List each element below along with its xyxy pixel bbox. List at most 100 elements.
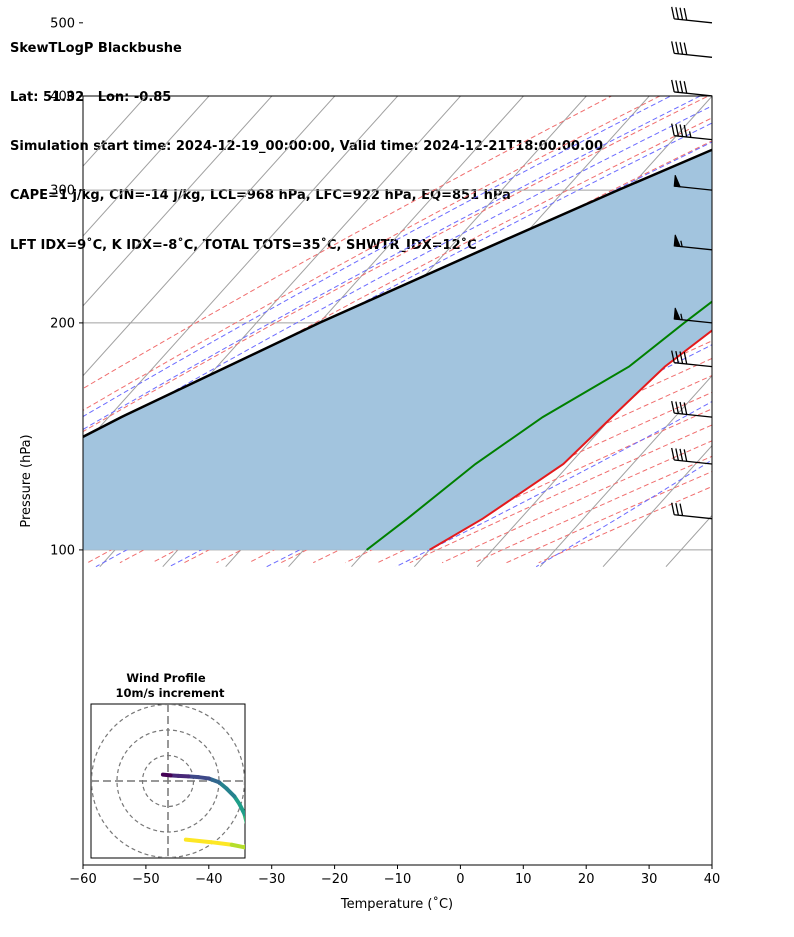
y-axis-label: Pressure (hPa): [19, 434, 34, 527]
wind-barb: [673, 234, 713, 251]
y-tick-label: 400: [50, 89, 75, 104]
x-tick-label: −10: [384, 872, 411, 887]
dry-adiabat-line: [83, 96, 710, 433]
barb-staff: [674, 362, 713, 368]
x-tick-label: −50: [132, 872, 159, 887]
barb-flag: [675, 401, 680, 414]
barb-flag: [679, 42, 684, 55]
wind-barb: [671, 41, 713, 58]
barb-flag: [679, 448, 684, 462]
dry-adiabat-line: [409, 424, 712, 564]
hodograph-segment: [183, 837, 214, 845]
x-tick-label: 0: [456, 872, 464, 887]
hodograph-segment: [209, 840, 234, 847]
cape-line: CAPE=1 j/kg, CIN=-14 j/kg, LCL=968 hPa, …: [10, 188, 511, 204]
moist-adiabat-line: [83, 96, 702, 431]
barb-pennant: [673, 307, 681, 321]
wind-barb: [671, 401, 713, 418]
wind-profile-inset: Wind Profile 10m/s increment: [90, 671, 246, 859]
barb-staff: [674, 412, 713, 418]
barb-flag: [679, 351, 684, 364]
x-tick-label: −20: [321, 872, 348, 887]
chart-title: SkewTLogP Blackbushe: [10, 40, 182, 56]
wind-barb: [671, 79, 713, 97]
isotherm-line: [476, 305, 712, 568]
dry-adiabat-line: [83, 96, 613, 390]
temperature-profile-line: [428, 329, 712, 551]
cape-shading: [83, 149, 712, 550]
barb-flag: [671, 123, 675, 136]
y-tick-label: 200: [50, 316, 75, 331]
barb-staff: [674, 91, 713, 97]
barb-flag: [679, 80, 684, 93]
y-tick-label: 500: [50, 16, 75, 31]
moist-adiabat-line: [83, 122, 712, 459]
isotherm-line: [729, 0, 794, 567]
x-tick-label: 30: [641, 872, 658, 887]
parcel-profile-line: [83, 148, 712, 439]
barb-flag: [675, 7, 680, 20]
wind-barb: [671, 6, 713, 24]
barb-staff: [674, 135, 713, 141]
dry-adiabat-line: [83, 140, 712, 473]
barb-flag: [679, 7, 684, 20]
barb-flag: [683, 124, 688, 138]
isotherm-line: [83, 96, 273, 307]
barb-flag: [683, 42, 688, 55]
barb-half-flag: [680, 240, 683, 247]
barb-flag: [675, 41, 680, 54]
x-tick-label: 10: [515, 872, 532, 887]
barb-pennant: [673, 234, 681, 248]
y-tick-label: 300: [50, 184, 75, 199]
barb-flag: [675, 350, 680, 364]
barb-staff: [674, 514, 713, 520]
hodograph-segment: [160, 772, 173, 778]
x-tick-label: 20: [578, 872, 595, 887]
barb-flag: [671, 79, 675, 93]
barb-half-flag: [688, 131, 692, 138]
barb-flag: [675, 123, 680, 137]
barb-staff: [674, 52, 713, 58]
barb-staff: [674, 459, 713, 465]
barb-flag: [683, 351, 688, 365]
barb-flag: [679, 124, 684, 137]
wind-barb: [671, 502, 713, 520]
barb-flag: [675, 448, 680, 461]
index-line: LFT IDX=9˚C, K IDX=-8˚C, TOTAL TOTS=35˚C…: [10, 237, 477, 253]
isotherm-line: [83, 96, 336, 377]
x-axis-label: Temperature (˚C): [340, 896, 453, 912]
barb-flag: [675, 503, 680, 516]
barb-flag: [675, 80, 680, 93]
chart-header: SkewTLogP Blackbushe Lat: 51.32 Lon: -0.…: [10, 8, 603, 270]
barb-flag: [671, 41, 675, 54]
x-tick-label: −60: [69, 872, 96, 887]
barb-flag: [671, 447, 675, 461]
x-axis-ticks: −60 −50 −40 −30 −20 −10 0 10 20 30 40: [69, 865, 720, 887]
barb-flag: [671, 401, 675, 414]
dry-adiabat-line: [83, 117, 712, 453]
dry-adiabat-line: [345, 391, 712, 564]
inset-title: Wind Profile: [126, 671, 206, 685]
wind-barb: [673, 174, 713, 191]
time-line: Simulation start time: 2024-12-19_00:00:…: [10, 139, 603, 155]
barb-flag: [683, 449, 688, 462]
barb-flag: [679, 401, 684, 415]
wind-barb: [671, 123, 713, 141]
barb-flag: [683, 402, 688, 415]
x-tick-label: 40: [704, 872, 721, 887]
isotherm-line: [83, 96, 210, 237]
barb-flag: [679, 503, 684, 516]
y-tick-label: 100: [50, 543, 75, 558]
wind-barb: [671, 350, 713, 368]
y-axis-ticks: 1002003004005006007008009001000: [50, 16, 83, 558]
wind-barbs: [671, 6, 713, 520]
x-tick-label: −30: [258, 872, 285, 887]
barb-pennant: [673, 174, 681, 188]
dry-adiabat-line: [83, 96, 661, 411]
inset-subtitle: 10m/s increment: [116, 686, 225, 700]
cape-area: [83, 149, 712, 550]
barb-staff: [674, 18, 713, 24]
barb-flag: [683, 81, 688, 94]
location-line: Lat: 51.32 Lon: -0.85: [10, 90, 172, 106]
